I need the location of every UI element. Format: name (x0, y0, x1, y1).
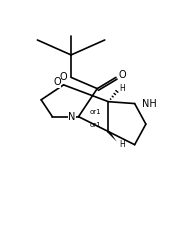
Text: O: O (53, 77, 61, 87)
Text: or1: or1 (90, 122, 101, 128)
Text: NH: NH (142, 99, 157, 109)
Text: O: O (60, 72, 67, 82)
Text: N: N (68, 112, 76, 122)
Text: or1: or1 (90, 109, 101, 115)
Polygon shape (108, 131, 117, 142)
Text: O: O (119, 70, 126, 80)
Text: H: H (120, 140, 125, 149)
Text: H: H (120, 84, 125, 93)
